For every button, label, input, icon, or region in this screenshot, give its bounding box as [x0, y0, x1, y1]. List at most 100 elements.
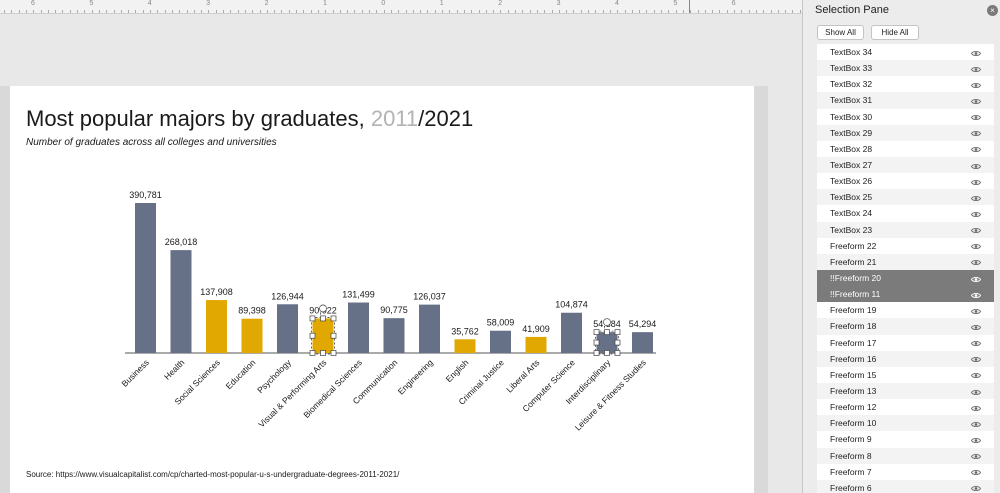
eye-icon[interactable] [970, 178, 982, 185]
slide[interactable]: Most popular majors by graduates, 2011/2… [10, 86, 754, 493]
rotate-handle-icon[interactable] [319, 304, 327, 313]
eye-icon[interactable] [970, 258, 982, 266]
eye-icon[interactable] [970, 162, 982, 169]
selection-list-item[interactable]: TextBox 29 [817, 124, 994, 141]
resize-handle[interactable] [614, 329, 621, 335]
resize-handle[interactable] [614, 339, 621, 346]
selection-list-item[interactable]: TextBox 30 [817, 109, 994, 125]
eye-icon[interactable] [970, 113, 982, 121]
eye-icon[interactable] [970, 404, 982, 411]
resize-handle[interactable] [593, 339, 600, 346]
eye-icon[interactable] [970, 436, 982, 443]
bar-education[interactable] [241, 318, 263, 353]
category-label[interactable]: Visual & Performing Arts [256, 357, 328, 429]
selection-list-item[interactable]: TextBox 28 [817, 141, 994, 157]
selection-list-item[interactable]: Freeform 6 [817, 479, 994, 493]
source-note[interactable]: Source: https://www.visualcapitalist.com… [26, 470, 400, 479]
bar-visual-performing-arts[interactable] [312, 318, 334, 353]
resize-handle[interactable] [330, 315, 337, 322]
bar-interdisciplinary[interactable] [596, 332, 618, 353]
eye-icon[interactable] [970, 242, 982, 250]
selection-list-item[interactable]: TextBox 24 [817, 205, 994, 221]
bar-leisure-fitness-studies[interactable] [632, 332, 653, 353]
data-label[interactable]: 126,037 [413, 292, 446, 302]
selection-list-item[interactable]: TextBox 23 [817, 221, 994, 238]
selection-list-item[interactable]: Freeform 9 [817, 431, 994, 447]
selection-list-item[interactable]: TextBox 32 [817, 76, 994, 92]
data-label[interactable]: 58,009 [487, 318, 515, 328]
eye-icon[interactable] [970, 452, 982, 460]
data-label[interactable]: 268,018 [165, 237, 198, 247]
data-label[interactable]: 104,874 [555, 300, 588, 310]
category-label[interactable]: Health [162, 357, 187, 382]
bar-english[interactable] [454, 339, 476, 353]
selection-list-item[interactable]: Freeform 13 [817, 382, 994, 400]
resize-handle[interactable] [330, 350, 337, 356]
resize-handle[interactable] [320, 350, 326, 356]
selection-list-item[interactable]: Freeform 22 [817, 238, 994, 254]
eye-icon[interactable] [970, 65, 982, 72]
selection-list-item[interactable]: Freeform 8 [817, 447, 994, 464]
resize-handle[interactable] [320, 315, 326, 322]
data-label[interactable]: 54,294 [629, 319, 657, 329]
category-label[interactable]: Engineering [396, 357, 435, 396]
eye-icon[interactable] [970, 97, 982, 104]
hide-all-button[interactable]: Hide All [871, 25, 919, 40]
eye-icon[interactable] [970, 339, 982, 347]
eye-icon[interactable] [970, 129, 982, 137]
category-label[interactable]: English [444, 357, 471, 384]
eye-icon[interactable] [970, 468, 982, 476]
bar-health[interactable] [170, 250, 192, 353]
resize-handle[interactable] [604, 350, 610, 356]
selection-list-item[interactable]: TextBox 27 [817, 156, 994, 174]
rotate-handle-icon[interactable] [603, 318, 611, 327]
bar-computer-science[interactable] [561, 312, 582, 353]
eye-icon[interactable] [970, 81, 982, 88]
bar-engineering[interactable] [419, 304, 440, 353]
selection-list-item[interactable]: Freeform 21 [817, 253, 994, 270]
selection-list-item[interactable]: Freeform 19 [817, 302, 994, 318]
eye-icon[interactable] [970, 49, 982, 56]
eye-icon[interactable] [970, 388, 982, 395]
selection-list-item[interactable]: Freeform 12 [817, 399, 994, 415]
eye-icon[interactable] [970, 194, 982, 201]
resize-handle[interactable] [309, 315, 316, 322]
selection-list-item[interactable]: TextBox 33 [817, 60, 994, 77]
eye-icon[interactable] [970, 275, 982, 282]
selection-list-item[interactable]: TextBox 25 [817, 189, 994, 206]
category-label[interactable]: Education [224, 357, 258, 391]
close-icon[interactable]: × [987, 5, 998, 16]
resize-handle[interactable] [593, 350, 600, 356]
selection-list-item[interactable]: Freeform 16 [817, 350, 994, 367]
selection-list[interactable]: TextBox 34 TextBox 33 TextBox 32 TextBox 31… [817, 44, 994, 493]
bar-communication[interactable] [383, 318, 405, 353]
show-all-button[interactable]: Show All [817, 25, 864, 40]
bar-criminal-justice[interactable] [490, 330, 511, 353]
eye-icon[interactable] [970, 323, 982, 330]
eye-icon[interactable] [970, 371, 982, 379]
selection-list-item[interactable]: !!Freeform 20 [817, 269, 994, 287]
eye-icon[interactable] [970, 484, 982, 492]
selection-list-item[interactable]: TextBox 34 [817, 44, 994, 60]
eye-icon[interactable] [970, 307, 982, 314]
resize-handle[interactable] [309, 350, 316, 356]
ruler-marker[interactable] [689, 0, 690, 13]
eye-icon[interactable] [970, 420, 982, 427]
resize-handle[interactable] [614, 350, 621, 356]
bar-liberal-arts[interactable] [525, 336, 547, 353]
eye-icon[interactable] [970, 210, 982, 217]
selection-list-item[interactable]: Freeform 15 [817, 367, 994, 383]
data-label[interactable]: 90,775 [380, 305, 408, 315]
resize-handle[interactable] [330, 332, 337, 339]
resize-handle[interactable] [604, 329, 610, 335]
bar-biomedical-sciences[interactable] [348, 302, 369, 353]
selection-list-item[interactable]: Freeform 18 [817, 318, 994, 335]
category-label[interactable]: Leisure & Fitness Studies [573, 357, 648, 432]
bar-social-sciences[interactable] [206, 300, 227, 353]
data-label[interactable]: 35,762 [451, 326, 479, 336]
category-label[interactable]: Liberal Arts [504, 357, 541, 394]
eye-icon[interactable] [970, 145, 982, 153]
category-label[interactable]: Business [119, 357, 150, 388]
selection-list-item[interactable]: TextBox 31 [817, 92, 994, 109]
data-label[interactable]: 137,908 [200, 287, 233, 297]
